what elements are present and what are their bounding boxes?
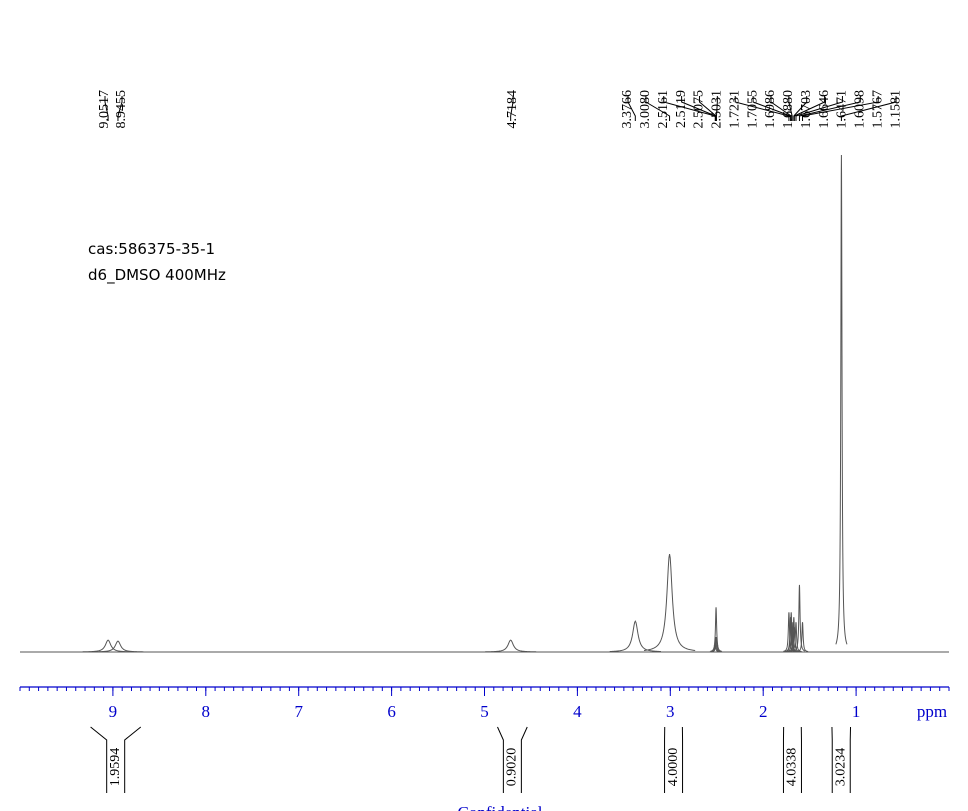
peak — [790, 622, 802, 653]
x-tick-label: 3 — [666, 702, 675, 721]
peak-connector — [793, 96, 808, 121]
integral-label: 4.0000 — [666, 748, 681, 787]
peak — [92, 640, 144, 653]
peak — [796, 622, 809, 653]
integral-label: 3.0234 — [833, 748, 848, 787]
peak — [82, 639, 134, 653]
peak-connector — [788, 96, 793, 121]
peak-label: 8.9455 — [114, 90, 129, 129]
peak-label: 4.7184 — [505, 90, 520, 129]
peak-label: 1.6646 — [817, 90, 832, 129]
peak-label: 1.6098 — [853, 90, 868, 129]
peak-connector — [510, 96, 514, 121]
peak — [710, 636, 723, 653]
annotation: cas:586375-35-1 — [88, 240, 215, 258]
peak-connector — [770, 96, 792, 121]
peak — [643, 554, 696, 651]
integral-label: 0.9020 — [505, 748, 520, 787]
integral-label: 4.0338 — [785, 748, 800, 787]
peak-connector — [798, 96, 861, 121]
peak-connector — [627, 96, 636, 121]
x-tick-label: 7 — [294, 702, 303, 721]
peak-connector — [734, 96, 790, 121]
peak — [485, 639, 537, 653]
x-tick-label: 2 — [759, 702, 768, 721]
peak-connector — [840, 96, 897, 121]
integral-label: 1.9594 — [108, 748, 123, 787]
peak — [609, 620, 661, 653]
peak-label: 1.7055 — [745, 90, 760, 129]
peak-label: 1.5767 — [870, 90, 885, 129]
peak-connector — [793, 96, 826, 121]
integral-bracket — [497, 726, 528, 793]
integral-bracket — [664, 726, 684, 793]
peak-label: 1.7231 — [727, 90, 742, 129]
peak-connector — [795, 96, 843, 121]
x-tick-label: 5 — [480, 702, 489, 721]
integral-bracket — [90, 726, 142, 793]
peak-connector — [104, 96, 109, 121]
peak-label: 2.5119 — [674, 90, 689, 128]
x-tick-label: 4 — [573, 702, 582, 721]
x-tick-label: 6 — [387, 702, 396, 721]
peak-label: 2.5161 — [656, 90, 671, 129]
peak-connector — [715, 96, 718, 121]
peak-label: 2.5075 — [692, 90, 707, 129]
peak-label: 9.0517 — [97, 90, 112, 129]
peak-label: 1.6703 — [799, 90, 814, 129]
x-tick-label: 8 — [202, 702, 211, 721]
peak-label: 1.6880 — [781, 90, 796, 129]
peak-label: 3.0080 — [638, 90, 653, 129]
peak-label: 1.6471 — [835, 90, 850, 129]
integral-bracket — [782, 726, 802, 793]
peak-connector — [802, 96, 879, 121]
peak — [835, 154, 848, 645]
x-tick-label: 9 — [109, 702, 118, 721]
peak-connector — [645, 96, 671, 121]
annotation: d6_DMSO 400MHz — [88, 266, 226, 285]
peak — [793, 584, 806, 652]
peak-label: 1.1581 — [888, 90, 903, 129]
peak-connector — [752, 96, 792, 121]
peak — [710, 607, 722, 652]
x-axis-label: ppm — [917, 702, 947, 721]
peak-label: 1.6986 — [763, 90, 778, 129]
footer: Confidential — [458, 803, 543, 811]
x-tick-label: 1 — [852, 702, 861, 721]
integral-bracket — [831, 726, 852, 793]
peak-label: 3.3766 — [620, 90, 635, 129]
peak-connector — [117, 96, 123, 121]
